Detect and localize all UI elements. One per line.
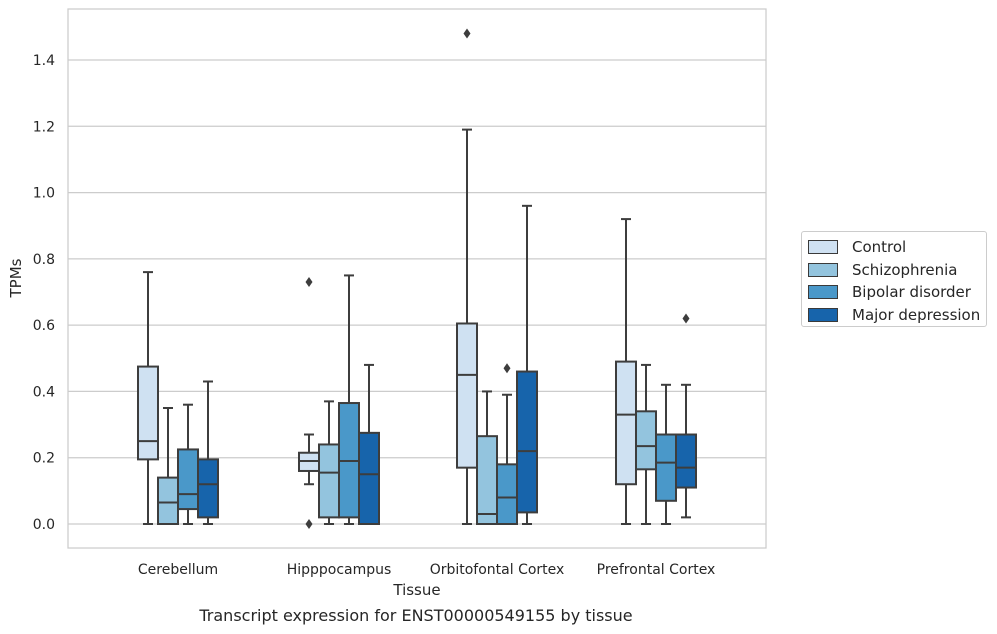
box-bipolar-disorder xyxy=(655,383,677,525)
legend-item: Schizophrenia xyxy=(808,259,986,282)
y-tick-label: 0.6 xyxy=(33,318,55,334)
y-tick-label: 0.8 xyxy=(33,252,55,268)
outlier-point xyxy=(463,28,471,39)
box-iqr xyxy=(655,433,677,502)
box-major-depression xyxy=(516,204,538,525)
outlier-point xyxy=(305,277,313,288)
y-tick-label: 0.0 xyxy=(33,517,55,533)
x-tick-label: Orbitofontal Cortex xyxy=(430,562,565,578)
legend-swatch xyxy=(808,307,838,322)
y-tick-label: 0.2 xyxy=(33,451,55,467)
y-tick-label: 1.4 xyxy=(33,53,55,69)
box-iqr xyxy=(197,458,219,519)
boxes xyxy=(137,28,697,529)
y-tick-label: 0.4 xyxy=(33,384,55,400)
legend-label: Schizophrenia xyxy=(852,260,958,279)
box-iqr xyxy=(675,433,697,489)
box-schizophrenia xyxy=(476,390,498,525)
box-iqr xyxy=(615,360,637,486)
box-bipolar-disorder xyxy=(177,403,199,525)
plot-frame xyxy=(67,8,767,549)
box-control xyxy=(456,28,478,525)
legend-item: Control xyxy=(808,236,986,259)
x-tick-label: Prefrontal Cortex xyxy=(597,562,716,578)
y-tick-labels: 0.0 0.2 0.4 0.6 0.8 1.0 1.2 1.4 xyxy=(33,53,55,533)
x-tick-labels: Cerebellum Hipppocampus Orbitofontal Corte… xyxy=(138,562,715,578)
box-major-depression xyxy=(197,380,219,525)
outlier-point xyxy=(305,519,313,529)
legend: Control Schizophrenia Bipolar disorder Majo… xyxy=(801,231,987,327)
legend-item: Bipolar disorder xyxy=(808,281,986,304)
box-iqr xyxy=(476,435,498,525)
y-tick-label: 1.0 xyxy=(33,186,55,202)
legend-swatch xyxy=(808,262,838,277)
box-bipolar-disorder xyxy=(338,274,360,525)
box-iqr xyxy=(157,476,179,526)
y-axis-label: TPMs xyxy=(7,258,25,298)
box-control xyxy=(615,218,637,525)
legend-label: Bipolar disorder xyxy=(852,283,971,302)
box-iqr xyxy=(318,443,340,519)
y-tick-label: 1.2 xyxy=(33,119,55,135)
box-schizophrenia xyxy=(157,407,179,526)
box-control xyxy=(298,277,320,529)
box-bipolar-disorder xyxy=(496,363,518,526)
outlier-point xyxy=(503,363,511,374)
box-schizophrenia xyxy=(635,363,657,525)
legend-label: Major depression xyxy=(852,305,981,324)
box-iqr xyxy=(456,322,478,469)
chart-caption: Transcript expression for ENST0000054915… xyxy=(199,606,633,625)
outlier-point xyxy=(682,313,690,324)
box-control xyxy=(137,271,159,525)
legend-item: Major depression xyxy=(808,304,986,327)
box-iqr xyxy=(358,431,380,526)
box-iqr xyxy=(177,448,199,511)
legend-swatch xyxy=(808,285,838,300)
box-iqr xyxy=(635,410,657,471)
box-iqr xyxy=(516,370,538,514)
box-major-depression xyxy=(675,313,697,519)
legend-swatch xyxy=(808,240,838,255)
x-axis-label: Tissue xyxy=(392,581,440,599)
x-tick-label: Cerebellum xyxy=(138,562,218,578)
box-major-depression xyxy=(358,363,380,526)
legend-label: Control xyxy=(852,238,907,257)
box-schizophrenia xyxy=(318,400,340,525)
box-iqr xyxy=(137,365,159,461)
x-tick-label: Hipppocampus xyxy=(287,562,392,578)
box-iqr xyxy=(496,463,518,526)
